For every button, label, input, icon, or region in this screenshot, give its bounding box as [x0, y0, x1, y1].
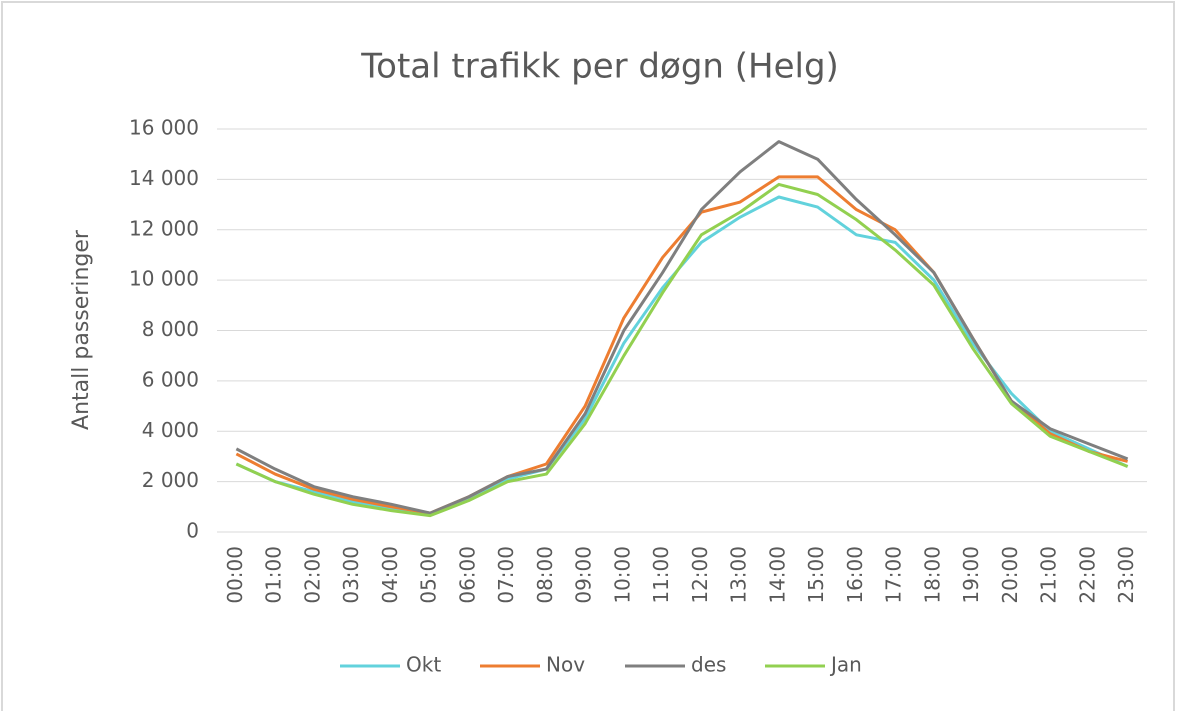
y-axis-label: Antall passeringer	[69, 229, 94, 430]
chart-title: Total trafikk per døgn (Helg)	[360, 47, 839, 87]
x-tick-label: 01:00	[262, 546, 286, 604]
y-tick-label: 16 000	[129, 116, 199, 140]
y-tick-label: 12 000	[129, 216, 199, 240]
x-tick-label: 23:00	[1114, 546, 1138, 604]
x-tick-label: 18:00	[920, 546, 944, 604]
x-tick-label: 17:00	[882, 546, 906, 604]
x-tick-label: 06:00	[455, 546, 479, 604]
x-tick-label: 15:00	[804, 546, 828, 604]
x-tick-label: 16:00	[843, 546, 867, 604]
legend-label: des	[691, 653, 726, 677]
x-tick-label: 11:00	[649, 546, 673, 604]
x-tick-label: 07:00	[494, 546, 518, 604]
y-tick-label: 8 000	[142, 317, 199, 341]
series-line	[235, 140, 1129, 515]
series-line	[235, 182, 1129, 518]
x-tick-label: 08:00	[533, 546, 557, 604]
x-tick-label: 09:00	[572, 546, 596, 604]
x-tick-label: 13:00	[727, 546, 751, 604]
x-tick-label: 05:00	[417, 546, 441, 604]
x-tick-label: 12:00	[688, 546, 712, 604]
x-tick-label: 20:00	[998, 546, 1022, 604]
y-tick-label: 4 000	[142, 418, 199, 442]
x-tick-label: 21:00	[1037, 546, 1061, 604]
x-tick-label: 02:00	[300, 546, 324, 604]
y-tick-label: 10 000	[129, 267, 199, 291]
x-tick-label: 03:00	[339, 546, 363, 604]
x-tick-label: 10:00	[610, 546, 634, 604]
x-tick-label: 04:00	[378, 546, 402, 604]
x-tick-label: 00:00	[223, 546, 247, 604]
y-tick-label: 14 000	[129, 166, 199, 190]
x-tick-label: 14:00	[765, 546, 789, 604]
legend-label: Nov	[546, 653, 585, 677]
legend-label: Okt	[406, 653, 441, 677]
legend-label: Jan	[829, 653, 862, 677]
y-tick-label: 0	[186, 519, 199, 543]
y-tick-label: 2 000	[142, 468, 199, 492]
y-tick-label: 6 000	[142, 367, 199, 391]
x-tick-label: 22:00	[1075, 546, 1099, 604]
x-tick-label: 19:00	[959, 546, 983, 604]
